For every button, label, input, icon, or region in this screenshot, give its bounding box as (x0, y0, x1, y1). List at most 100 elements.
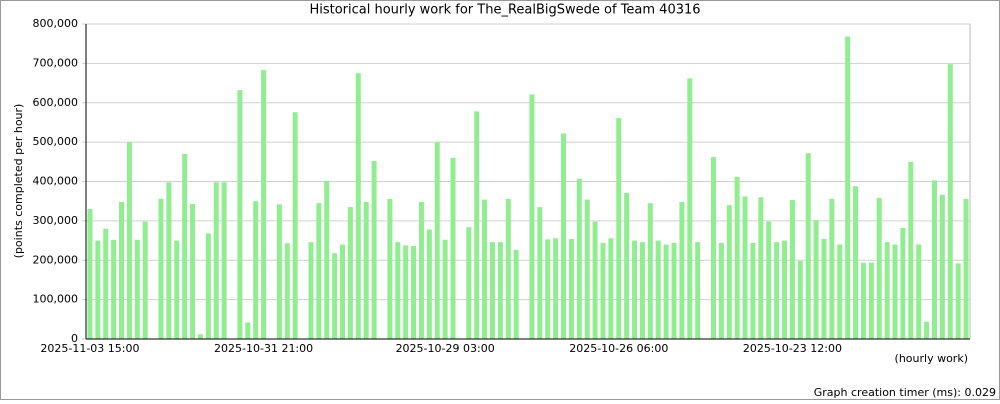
bar (939, 194, 945, 339)
bar (142, 221, 148, 339)
bar (119, 201, 125, 339)
bar (837, 244, 843, 339)
bar (561, 133, 567, 339)
bar (158, 198, 164, 339)
chart-title: Historical hourly work for The_RealBigSw… (309, 3, 700, 18)
bar (450, 157, 456, 339)
bar (474, 111, 480, 339)
bar (276, 204, 282, 339)
bar (726, 205, 732, 339)
bar (395, 242, 401, 339)
x-axis-label: (hourly work) (895, 352, 968, 365)
y-tick-label: 400,000 (33, 175, 79, 188)
bar (292, 112, 298, 339)
bar (782, 240, 788, 339)
bar (418, 201, 424, 339)
x-tick-label: 2025-10-23 12:00 (743, 342, 842, 355)
bar (363, 201, 369, 339)
x-tick-label: 2025-10-31 21:00 (214, 342, 313, 355)
bar (529, 94, 535, 339)
bar (197, 334, 203, 339)
bar (584, 199, 590, 339)
bar (568, 238, 574, 339)
bar (513, 250, 519, 339)
bar (663, 244, 669, 339)
bar (829, 198, 835, 339)
bar (774, 242, 780, 339)
bar (900, 227, 906, 339)
bar (355, 73, 361, 339)
y-tick-label: 200,000 (33, 253, 79, 266)
bar (237, 90, 243, 340)
bar (245, 322, 251, 339)
bar (750, 242, 756, 339)
bar (545, 239, 551, 339)
bar (387, 198, 393, 339)
bar (734, 176, 740, 339)
bar (505, 198, 511, 339)
bar (308, 242, 314, 339)
bar (931, 180, 937, 339)
bar (537, 207, 543, 339)
bar (868, 262, 874, 339)
y-tick-label: 100,000 (33, 293, 79, 306)
y-tick-label: 0 (71, 332, 78, 345)
bar (924, 321, 930, 339)
bar (853, 186, 859, 339)
bar (466, 227, 472, 339)
bar (647, 203, 653, 339)
bar (205, 233, 211, 339)
bar (434, 142, 440, 339)
y-tick-label: 300,000 (33, 214, 79, 227)
bar (916, 244, 922, 339)
bar (111, 239, 117, 339)
bar (411, 246, 417, 339)
bar (324, 180, 330, 339)
bar (821, 238, 827, 339)
bar (190, 203, 196, 339)
y-tick-label: 800,000 (33, 17, 79, 30)
bar (710, 157, 716, 339)
bar (600, 242, 606, 339)
y-axis-label: (points completed per hour) (12, 104, 25, 259)
bar (340, 244, 346, 339)
bar (789, 200, 795, 339)
y-tick-label: 600,000 (33, 96, 79, 109)
bar (489, 242, 495, 339)
bar (482, 199, 488, 339)
bar (608, 238, 614, 339)
bar (845, 36, 851, 339)
bar (347, 207, 353, 339)
bar (955, 263, 961, 339)
y-tick-label: 700,000 (33, 56, 79, 69)
bar (947, 64, 953, 339)
bar (616, 118, 622, 339)
bar (679, 201, 685, 339)
x-tick-label: 2025-10-26 06:00 (569, 342, 668, 355)
x-tick-label: 2025-10-29 03:00 (396, 342, 495, 355)
bar (639, 242, 645, 339)
bar (876, 198, 882, 339)
bar (624, 192, 630, 339)
bar (592, 221, 598, 339)
bar (671, 242, 677, 339)
bar (213, 182, 219, 339)
bar (134, 239, 140, 339)
bar (687, 78, 693, 340)
bar (908, 161, 914, 339)
bar (174, 240, 180, 339)
bar (695, 242, 701, 339)
bar (884, 242, 890, 339)
bar (742, 196, 748, 339)
bar (95, 240, 101, 339)
y-tick-label: 500,000 (33, 135, 79, 148)
bar (758, 197, 764, 339)
bar (718, 242, 724, 339)
bar (253, 201, 259, 339)
bar (576, 178, 582, 339)
bar (553, 238, 559, 339)
bar (332, 253, 338, 339)
bar (182, 153, 188, 339)
bar (860, 262, 866, 339)
